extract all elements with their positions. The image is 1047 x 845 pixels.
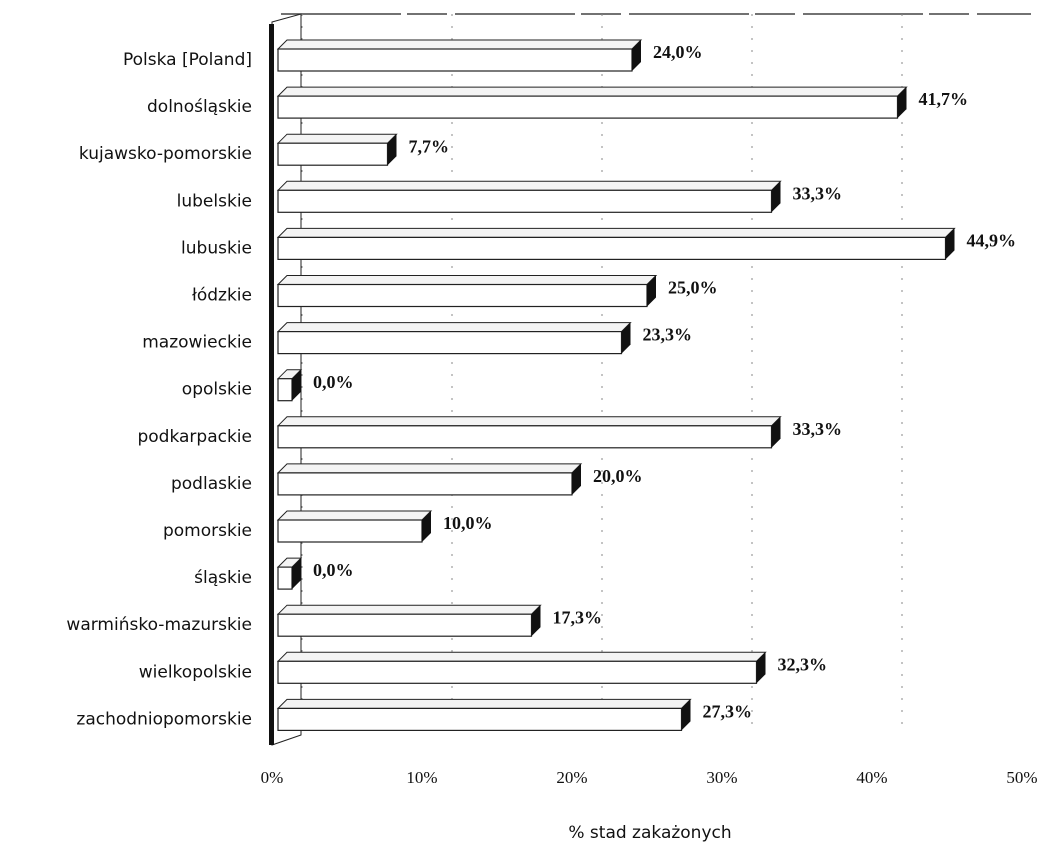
x-tick-label: 10% xyxy=(406,768,437,787)
bar xyxy=(277,707,683,732)
x-axis-title: % stad zakażonych xyxy=(568,823,731,843)
y-tick-label: śląskie xyxy=(194,568,252,588)
bar-side xyxy=(292,558,301,590)
bar-side xyxy=(771,416,781,448)
y-tick-label: lubelskie xyxy=(177,191,252,211)
y-tick-label: wielkopolskie xyxy=(139,662,252,682)
bar-top xyxy=(276,651,767,662)
y-tick-label: dolnośląskie xyxy=(147,97,252,117)
bar-side xyxy=(647,275,656,307)
x-tick-label: 0% xyxy=(261,768,284,787)
bar-side xyxy=(756,652,766,684)
value-label: 27,3% xyxy=(703,702,753,722)
bar-top xyxy=(276,227,956,238)
bar-top xyxy=(276,510,433,521)
y-tick-label: opolskie xyxy=(182,380,252,400)
y-tick-label: lubuskie xyxy=(181,238,252,258)
y-tick-label: pomorskie xyxy=(163,521,252,541)
y-tick-label: Polska [Poland] xyxy=(123,50,252,70)
bar-top xyxy=(276,698,692,709)
x-tick-label: 50% xyxy=(1006,768,1037,787)
y-tick-label: zachodniopomorskie xyxy=(76,709,252,729)
value-label: 33,3% xyxy=(793,183,843,203)
y-tick-label: mazowieckie xyxy=(142,333,252,353)
bar-side xyxy=(681,699,691,731)
y-tick-label: warmińsko-mazurskie xyxy=(66,615,252,635)
value-label: 44,9% xyxy=(967,231,1017,251)
bar-side xyxy=(621,322,631,354)
bar xyxy=(277,566,293,590)
value-label: 23,3% xyxy=(643,325,693,345)
value-label: 20,0% xyxy=(593,466,643,486)
bar-top xyxy=(276,133,398,144)
bar xyxy=(277,660,758,684)
x-tick-label: 30% xyxy=(706,768,737,787)
bar-side xyxy=(292,369,301,401)
value-label: 0,0% xyxy=(313,560,354,580)
bar-side xyxy=(387,134,397,166)
bar xyxy=(277,613,533,637)
value-label: 41,7% xyxy=(919,89,969,109)
bar xyxy=(277,236,947,260)
bar-top xyxy=(276,604,542,615)
bar-side xyxy=(572,463,581,495)
value-label: 25,0% xyxy=(668,278,718,298)
value-label: 7,7% xyxy=(409,136,450,156)
bar xyxy=(277,425,773,449)
value-label: 10,0% xyxy=(443,513,493,533)
bar-side xyxy=(945,228,955,260)
x-tick-label: 40% xyxy=(856,768,887,787)
bar-top xyxy=(276,322,632,333)
y-tick-label: łódzkie xyxy=(192,286,252,306)
bar-side xyxy=(897,87,907,119)
bar-side xyxy=(422,511,431,542)
value-label: 33,3% xyxy=(793,419,843,439)
bar xyxy=(277,283,648,308)
bar xyxy=(277,48,633,72)
bar-side xyxy=(632,40,641,71)
y-tick-label: podkarpackie xyxy=(137,427,252,447)
bar-top xyxy=(276,416,782,427)
bar-top xyxy=(276,180,782,191)
bar-top xyxy=(276,86,908,97)
bar-side xyxy=(531,605,541,637)
bar-top xyxy=(276,39,643,50)
bar xyxy=(277,95,899,119)
bar-side xyxy=(771,181,781,213)
bar-top xyxy=(276,275,658,285)
y-tick-label: podlaskie xyxy=(171,474,252,494)
value-label: 24,0% xyxy=(653,42,703,62)
bar xyxy=(277,472,573,496)
bar xyxy=(277,378,293,402)
value-label: 32,3% xyxy=(778,654,828,674)
value-label: 0,0% xyxy=(313,372,354,392)
bar xyxy=(277,189,773,213)
bar xyxy=(277,519,423,543)
bar xyxy=(277,331,623,355)
x-tick-label: 20% xyxy=(556,768,587,787)
y-tick-label: kujawsko-pomorskie xyxy=(79,144,252,164)
value-label: 17,3% xyxy=(553,607,603,627)
bar xyxy=(277,142,389,166)
left-wall-edge xyxy=(269,24,274,745)
bar-top xyxy=(276,463,583,474)
